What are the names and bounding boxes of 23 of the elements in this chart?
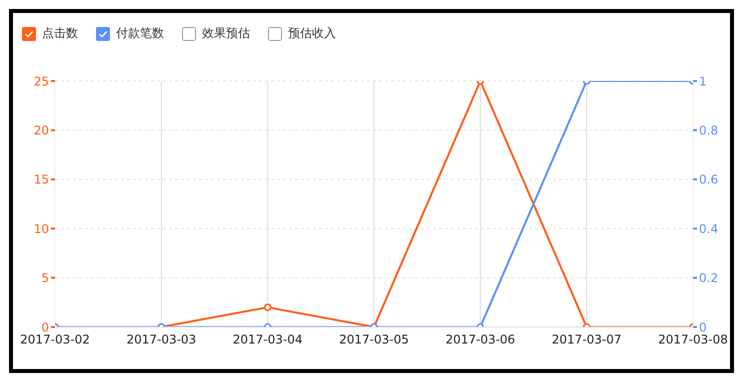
legend-label: 效果预估 bbox=[202, 25, 250, 42]
x-tick-label: 2017-03-03 bbox=[126, 332, 196, 347]
y-tick-label: 15 bbox=[34, 172, 49, 187]
y-tick-label: 20 bbox=[34, 123, 49, 138]
y-tick-label: 0 bbox=[41, 320, 49, 334]
y-tick-label: 5 bbox=[41, 271, 49, 286]
x-tick-label: 2017-03-06 bbox=[445, 332, 516, 347]
y2-tick-label: 0.6 bbox=[699, 172, 718, 187]
x-tick-label: 2017-03-07 bbox=[552, 332, 622, 347]
y2-tick-label: 0 bbox=[699, 320, 707, 334]
x-tick-label: 2017-03-02 bbox=[20, 332, 90, 347]
legend-label: 预估收入 bbox=[288, 25, 336, 42]
y2-tick-label: 0.2 bbox=[699, 271, 718, 286]
x-tick-label: 2017-03-05 bbox=[339, 332, 409, 347]
y2-tick-label: 0.4 bbox=[699, 222, 718, 236]
y-tick-label: 10 bbox=[34, 222, 49, 236]
legend-label: 点击数 bbox=[42, 25, 78, 42]
y-tick-label: 25 bbox=[34, 74, 49, 88]
x-tick-label: 2017-03-08 bbox=[658, 332, 728, 347]
legend-label: 付款笔数 bbox=[116, 25, 164, 42]
y2-tick-label: 0.8 bbox=[699, 123, 718, 138]
x-tick-label: 2017-03-04 bbox=[232, 332, 303, 347]
y2-tick-label: 1 bbox=[699, 74, 707, 88]
